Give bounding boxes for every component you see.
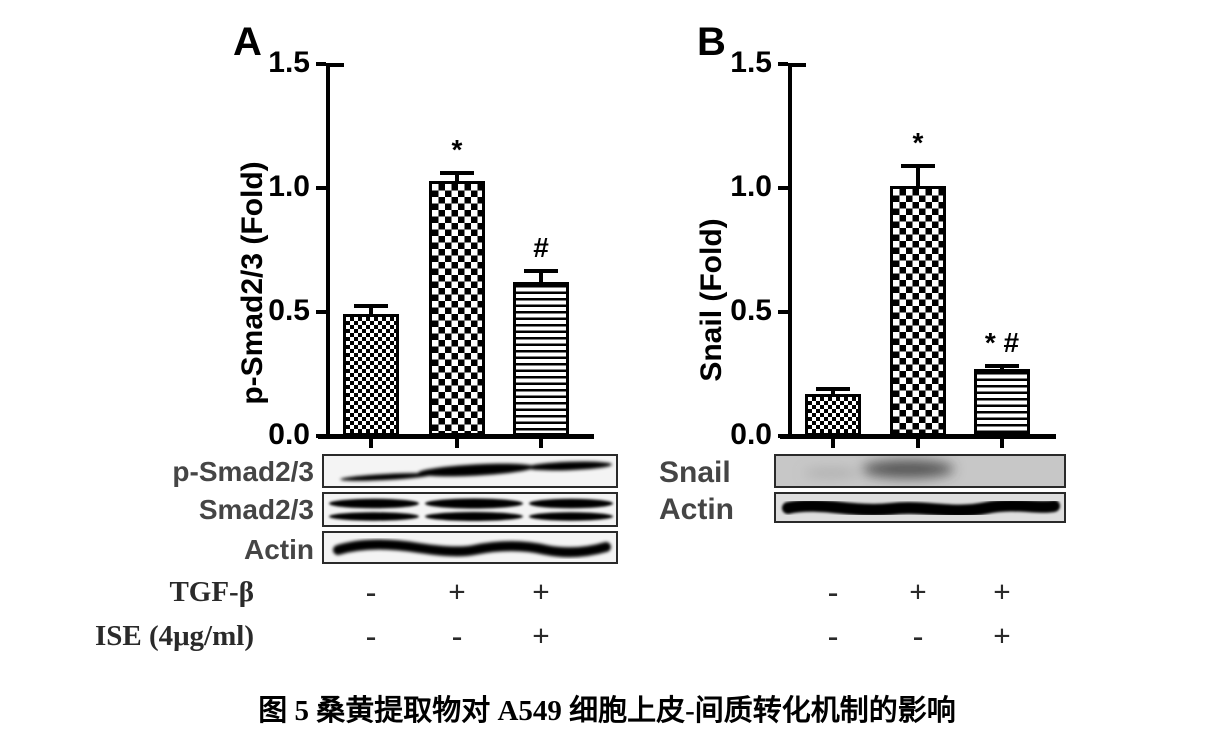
y-tick bbox=[778, 434, 788, 438]
y-tick-label: 0.5 bbox=[268, 293, 310, 327]
blot-label-actin-b: Actin bbox=[659, 493, 734, 526]
significance-marker: * # bbox=[984, 327, 1020, 358]
error-bar-cap bbox=[524, 269, 558, 273]
error-bar-cap bbox=[985, 364, 1019, 368]
blot-label-snail: Snail bbox=[659, 456, 731, 489]
y-tick-label: 1.5 bbox=[268, 45, 310, 79]
blot-label-p-smad23: p-Smad2/3 bbox=[172, 456, 314, 487]
treatment-sign: + bbox=[448, 574, 466, 609]
x-tick bbox=[916, 439, 920, 448]
significance-marker: * bbox=[912, 127, 924, 158]
x-axis bbox=[780, 434, 1056, 439]
y-tick-label: 0.5 bbox=[730, 293, 772, 327]
actin-b-bands bbox=[782, 499, 1060, 517]
y-tick-label: 1.5 bbox=[730, 45, 772, 79]
y-axis bbox=[788, 63, 792, 439]
y-tick bbox=[316, 186, 326, 190]
y-tick-label: 0.0 bbox=[268, 417, 310, 451]
actin-a-bands bbox=[333, 539, 611, 558]
treatment-sign: + bbox=[532, 618, 550, 653]
treatment-sign: - bbox=[365, 574, 377, 609]
error-bar-stem bbox=[455, 173, 459, 181]
significance-marker: # bbox=[533, 232, 549, 263]
bar bbox=[429, 181, 485, 436]
figure-caption: 图 5 桑黄提取物对 A549 细胞上皮-间质转化机制的影响 bbox=[258, 695, 956, 727]
significance-marker: * bbox=[451, 134, 463, 165]
x-tick bbox=[831, 439, 835, 448]
bar bbox=[890, 186, 946, 436]
error-bar-cap bbox=[354, 304, 388, 308]
treatment-sign: + bbox=[909, 574, 927, 609]
treatment-sign: + bbox=[993, 618, 1011, 653]
bar bbox=[974, 369, 1030, 436]
treatment-row-label-tgfb: TGF-β bbox=[169, 576, 254, 608]
treatment-sign: - bbox=[451, 618, 463, 653]
error-bar-cap bbox=[816, 387, 850, 391]
y-axis bbox=[326, 63, 330, 439]
y-tick bbox=[316, 310, 326, 314]
x-tick bbox=[455, 439, 459, 448]
treatment-sign: - bbox=[365, 618, 377, 653]
y-axis-top-cap bbox=[792, 63, 806, 67]
error-bar-stem bbox=[831, 389, 835, 394]
y-tick bbox=[778, 186, 788, 190]
snail-bands bbox=[803, 460, 954, 478]
error-bar-stem bbox=[369, 306, 373, 314]
bar bbox=[343, 314, 399, 436]
y-axis-top-cap bbox=[330, 63, 344, 67]
y-tick bbox=[778, 310, 788, 314]
treatment-sign: - bbox=[912, 618, 924, 653]
panel-a-letter: A bbox=[233, 20, 262, 64]
blot-image-p-smad23 bbox=[322, 454, 618, 488]
y-tick-label: 1.0 bbox=[268, 169, 310, 203]
x-tick bbox=[539, 439, 543, 448]
panel-b-letter: B bbox=[697, 20, 726, 64]
treatment-sign: + bbox=[532, 574, 550, 609]
treatment-sign: - bbox=[827, 574, 839, 609]
blot-label-smad23: Smad2/3 bbox=[198, 494, 314, 525]
y-tick bbox=[316, 434, 326, 438]
blot-image-actin-b bbox=[774, 492, 1066, 523]
y-tick bbox=[316, 62, 326, 66]
treatment-sign: - bbox=[827, 618, 839, 653]
treatment-row-label-ise: ISE (4μg/ml) bbox=[94, 620, 254, 652]
y-tick bbox=[778, 62, 788, 66]
error-bar-cap bbox=[440, 171, 474, 175]
y-tick-label: 1.0 bbox=[730, 169, 772, 203]
error-bar-cap bbox=[901, 164, 935, 168]
blot-image-smad23 bbox=[322, 492, 618, 527]
y-tick-label: 0.0 bbox=[730, 417, 772, 451]
smad23-bands bbox=[329, 498, 613, 521]
error-bar-stem bbox=[539, 271, 543, 282]
blot-label-actin-a: Actin bbox=[244, 534, 314, 565]
x-axis bbox=[318, 434, 594, 439]
error-bar-stem bbox=[916, 166, 920, 186]
p-smad23-bands bbox=[340, 461, 612, 481]
x-tick bbox=[1000, 439, 1004, 448]
bar bbox=[513, 282, 569, 436]
blot-image-snail bbox=[774, 454, 1066, 488]
blot-image-actin-a bbox=[322, 531, 618, 564]
treatment-sign: + bbox=[993, 574, 1011, 609]
x-tick bbox=[369, 439, 373, 448]
bar bbox=[805, 394, 861, 436]
